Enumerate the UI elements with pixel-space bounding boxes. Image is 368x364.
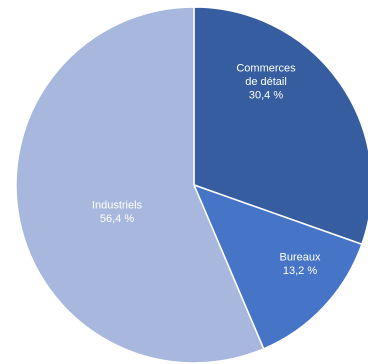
pie-category-industriels: Industriels <box>92 199 143 211</box>
pie-value-bureaux: 13,2 % <box>283 265 317 277</box>
pie-label-industriels: Industriels 56,4 % <box>92 199 143 225</box>
pie-value-commerces: 30,4 % <box>249 90 283 102</box>
pie-slice-industriels <box>15 6 265 364</box>
pie-slice-commerces <box>193 6 368 245</box>
pie-labels: Commerces de détail 30,4 % Bureaux 13,2 % Ind… <box>92 63 321 277</box>
pie-label-commerces: Commerces de détail 30,4 % <box>236 63 296 102</box>
pie-slice-bureaux <box>193 184 363 350</box>
pie-slices <box>15 6 368 364</box>
pie-category-bureaux: Bureaux <box>280 251 321 263</box>
pie-category-commerces: Commerces <box>236 63 296 75</box>
pie-category-commerces: de détail <box>245 76 287 88</box>
pie-value-industriels: 56,4 % <box>100 213 134 225</box>
pie-label-bureaux: Bureaux 13,2 % <box>280 251 321 277</box>
